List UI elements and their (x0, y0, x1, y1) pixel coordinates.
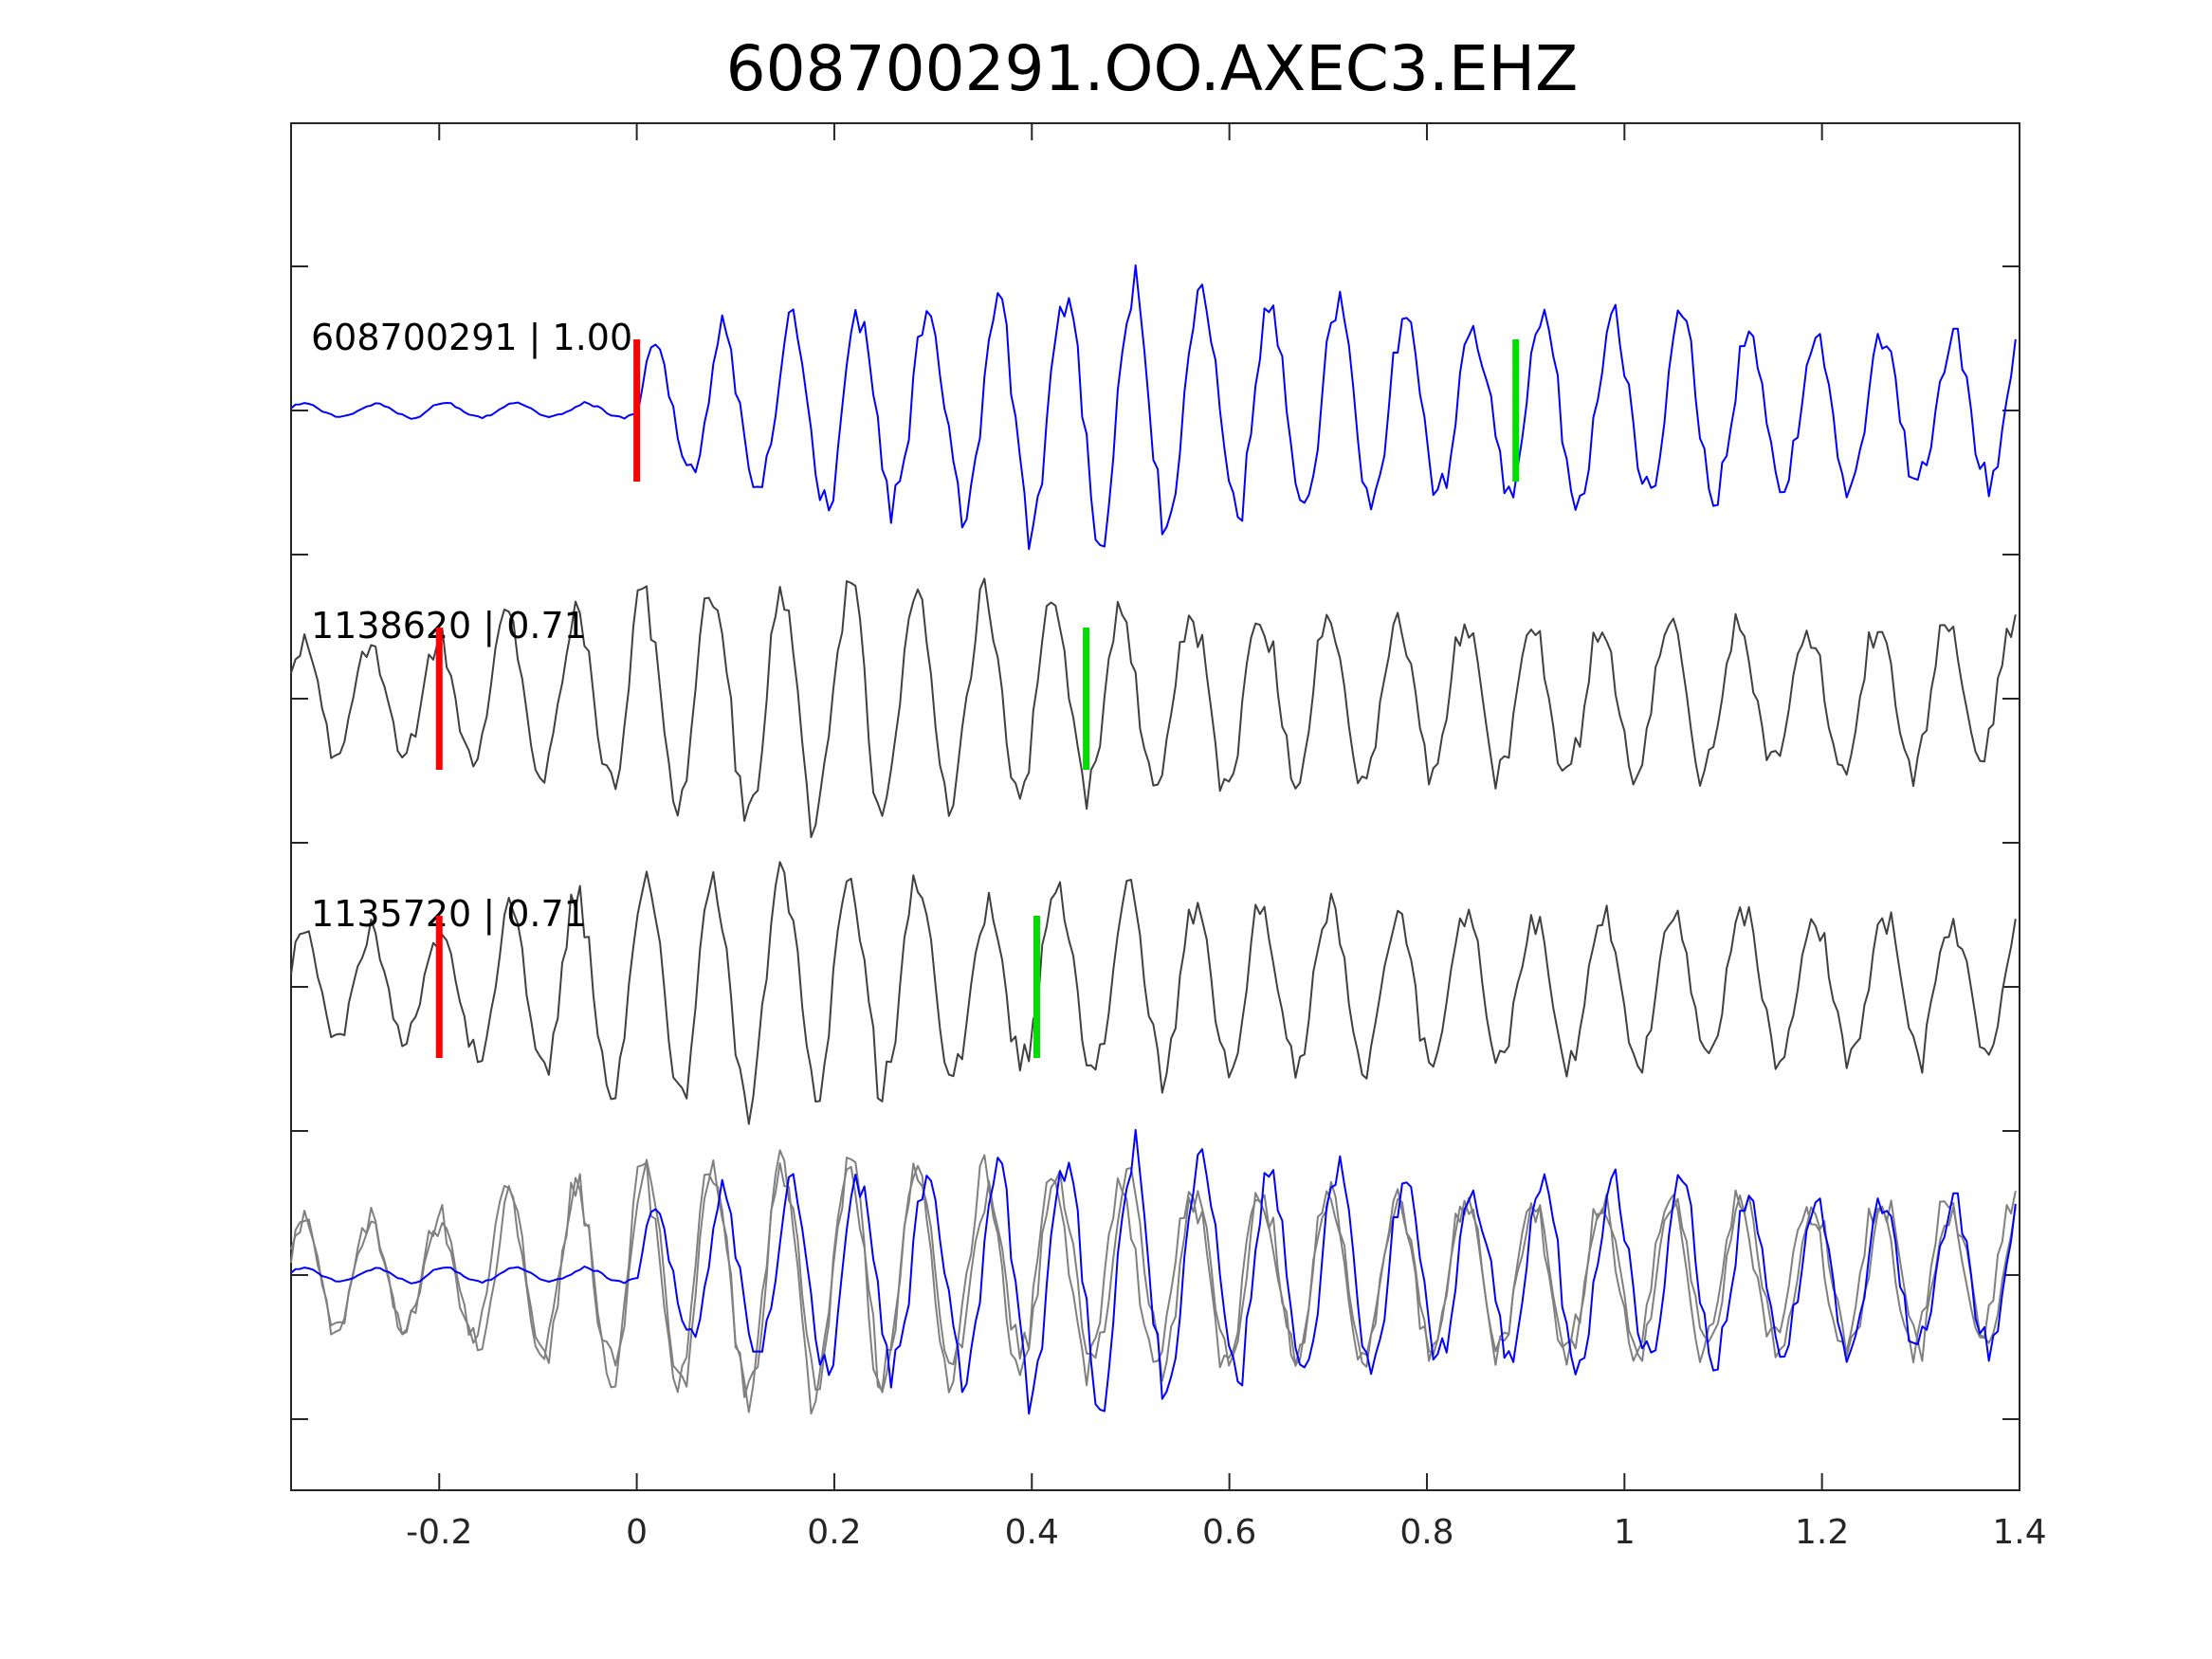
x-tick-label: 1 (1614, 1513, 1636, 1552)
x-tick-label: 0.2 (807, 1513, 861, 1552)
x-tick-label: 0.8 (1399, 1513, 1453, 1552)
x-tick-label: 1.2 (1795, 1513, 1849, 1552)
trace-label: 1135720 | 0.71 (311, 893, 587, 936)
trace-label: 608700291 | 1.00 (311, 317, 632, 359)
x-tick-label: 1.4 (1992, 1513, 2046, 1552)
axes-frame (290, 122, 2020, 1491)
x-tick-label: 0.4 (1005, 1513, 1059, 1552)
overlay-trace-master (290, 1128, 2017, 1415)
x-tick-label: 0.6 (1202, 1513, 1256, 1552)
overlay-trace-neighbor-1 (290, 1154, 2017, 1415)
x-tick-label: -0.2 (406, 1513, 472, 1552)
trace-master (290, 264, 2017, 551)
trace-label: 1138620 | 0.71 (311, 605, 587, 647)
chart-title: 608700291.OO.AXEC3.EHZ (726, 32, 1579, 105)
trace-neighbor-1 (290, 577, 2017, 839)
trace-neighbor-2 (290, 861, 2017, 1125)
plot-area: -0.2 0 0.2 0.4 0.6 0.8 1 1.2 1.4 608700291 | 1.00… (290, 122, 2047, 1552)
x-tick-label: 0 (626, 1513, 648, 1552)
